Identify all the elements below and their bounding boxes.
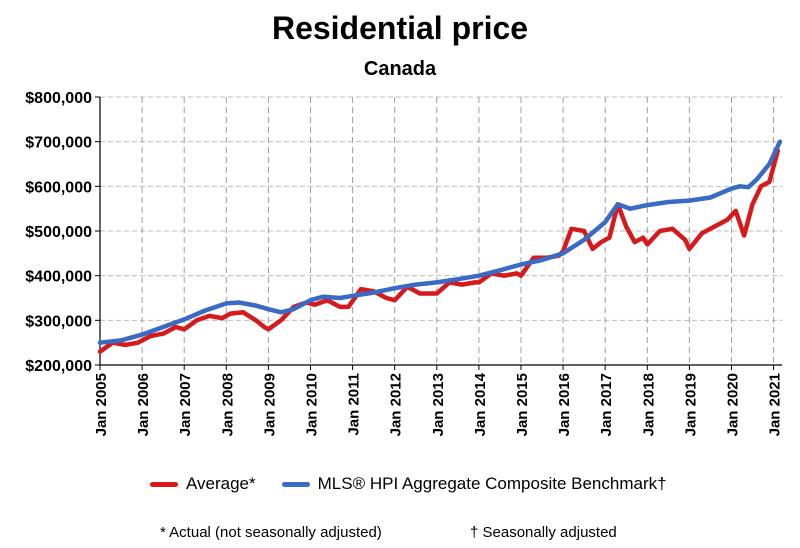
y-tick-label: $800,000 (25, 90, 92, 107)
x-tick-label: Jan 2011 (346, 373, 363, 436)
x-tick-label: Jan 2018 (640, 373, 657, 436)
x-tick-label: Jan 2005 (93, 373, 110, 436)
x-tick-label: Jan 2015 (514, 373, 531, 436)
legend-item-hpi: MLS® HPI Aggregate Composite Benchmark† (281, 474, 667, 494)
y-tick-label: $700,000 (25, 135, 92, 152)
x-tick-label: Jan 2021 (767, 373, 784, 436)
y-tick-label: $300,000 (25, 313, 92, 330)
x-tick-label: Jan 2006 (135, 373, 152, 436)
x-tick-label: Jan 2012 (388, 373, 405, 436)
x-tick-label: Jan 2017 (598, 373, 615, 436)
x-tick-label: Jan 2010 (303, 373, 320, 436)
footnote-seasonal: † Seasonally adjusted (470, 524, 617, 541)
x-tick-label: Jan 2007 (177, 373, 194, 436)
x-tick-label: Jan 2020 (724, 373, 741, 436)
x-tick-label: Jan 2016 (556, 373, 573, 436)
legend: Average* MLS® HPI Aggregate Composite Be… (150, 471, 693, 497)
legend-label-average: Average* (186, 474, 256, 493)
footnote-actual: * Actual (not seasonally adjusted) (160, 524, 382, 541)
y-tick-label: $200,000 (25, 358, 92, 375)
legend-swatch-average (150, 481, 178, 487)
y-tick-label: $500,000 (25, 224, 92, 241)
legend-item-average: Average* (150, 474, 256, 494)
legend-swatch-hpi (281, 481, 310, 487)
x-tick-label: Jan 2013 (430, 373, 447, 436)
series-line-average (97, 148, 781, 354)
x-tick-label: Jan 2019 (682, 373, 699, 436)
x-tick-label: Jan 2014 (472, 372, 489, 436)
y-tick-label: $400,000 (25, 269, 92, 286)
series-line-hpi (97, 139, 783, 345)
chart-title: Residential price (271, 10, 529, 46)
y-tick-label: $600,000 (25, 179, 92, 196)
chart-subtitle: Canada (363, 58, 437, 80)
legend-label-hpi: MLS® HPI Aggregate Composite Benchmark† (317, 474, 667, 493)
x-tick-label: Jan 2009 (261, 373, 278, 436)
x-tick-label: Jan 2008 (219, 373, 236, 436)
